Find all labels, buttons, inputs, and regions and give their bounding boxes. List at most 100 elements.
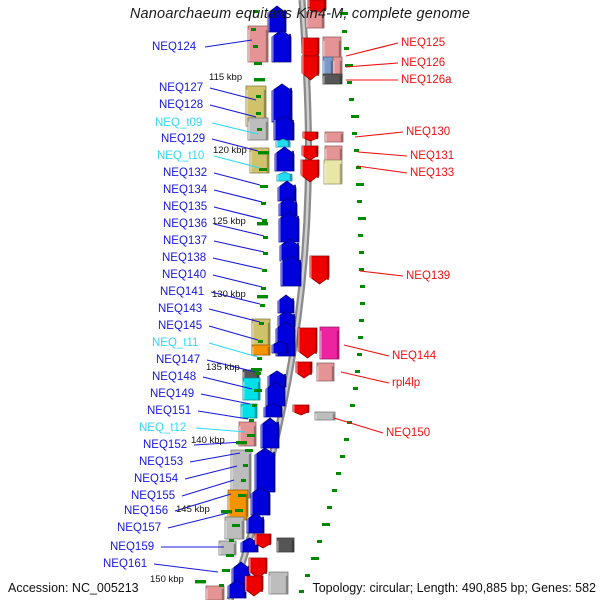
feature-body[interactable]	[278, 181, 296, 201]
gene-label-neq159[interactable]: NEQ159	[110, 541, 154, 553]
feature-body[interactable]	[317, 363, 334, 381]
feature-body[interactable]	[261, 418, 279, 448]
gene-label-neq127[interactable]: NEQ127	[159, 82, 203, 94]
feature-body[interactable]	[277, 538, 294, 552]
reverse-gene-feature[interactable]	[269, 572, 288, 594]
gene-label-neq148[interactable]: NEQ148	[152, 371, 196, 383]
gene-label-rpl4lp[interactable]: rpl4lp	[392, 377, 420, 389]
reverse-gene-feature[interactable]	[249, 558, 267, 578]
gene-label-neq126[interactable]: NEQ126	[401, 57, 445, 69]
forward-gene-feature[interactable]	[272, 30, 291, 62]
forward-gene-feature[interactable]	[219, 541, 236, 555]
gene-label-neq149[interactable]: NEQ149	[150, 388, 194, 400]
feature-body[interactable]	[248, 26, 268, 62]
gene-label-neq_t12[interactable]: NEQ_t12	[139, 422, 186, 434]
forward-gene-feature[interactable]	[225, 517, 244, 539]
reverse-gene-feature[interactable]	[323, 74, 342, 84]
forward-gene-feature[interactable]	[279, 212, 299, 242]
feature-body[interactable]	[325, 146, 342, 160]
forward-gene-feature[interactable]	[206, 586, 224, 600]
forward-gene-feature[interactable]	[275, 147, 294, 171]
feature-body[interactable]	[219, 541, 236, 555]
gene-label-neq143[interactable]: NEQ143	[158, 303, 202, 315]
gene-label-neq_t10[interactable]: NEQ_t10	[157, 150, 204, 162]
gene-label-neq134[interactable]: NEQ134	[163, 184, 207, 196]
feature-body[interactable]	[245, 576, 263, 596]
feature-body[interactable]	[247, 513, 264, 533]
gene-label-neq_t11[interactable]: NEQ_t11	[152, 337, 198, 349]
feature-body[interactable]	[275, 147, 294, 171]
gene-label-neq126a[interactable]: NEQ126a	[401, 74, 452, 86]
forward-gene-feature[interactable]	[277, 172, 292, 181]
gene-label-neq137[interactable]: NEQ137	[163, 235, 207, 247]
forward-gene-feature[interactable]	[272, 84, 292, 122]
reverse-gene-feature[interactable]	[325, 146, 342, 160]
feature-body[interactable]	[310, 256, 329, 284]
feature-body[interactable]	[281, 256, 301, 286]
feature-body[interactable]	[315, 412, 335, 420]
reverse-gene-feature[interactable]	[317, 363, 334, 381]
forward-strand-features[interactable]	[206, 6, 301, 600]
reverse-gene-feature[interactable]	[320, 327, 339, 359]
gene-label-neq161[interactable]: NEQ161	[103, 558, 147, 570]
feature-body[interactable]	[249, 558, 267, 578]
feature-body[interactable]	[323, 37, 341, 59]
feature-body[interactable]	[278, 295, 294, 313]
reverse-gene-feature[interactable]	[298, 328, 317, 358]
gene-label-neq157[interactable]: NEQ157	[117, 522, 161, 534]
feature-body[interactable]	[272, 84, 292, 122]
feature-body[interactable]	[296, 362, 312, 378]
gene-label-neq_t09[interactable]: NEQ_t09	[155, 117, 202, 129]
feature-body[interactable]	[206, 586, 224, 600]
gene-label-neq131[interactable]: NEQ131	[410, 150, 454, 162]
reverse-gene-feature[interactable]	[296, 362, 312, 378]
gene-label-neq138[interactable]: NEQ138	[162, 252, 206, 264]
forward-gene-feature[interactable]	[247, 513, 264, 533]
forward-gene-feature[interactable]	[261, 418, 279, 448]
feature-body[interactable]	[269, 572, 288, 594]
reverse-gene-feature[interactable]	[324, 160, 342, 184]
feature-body[interactable]	[302, 146, 318, 160]
reverse-gene-feature[interactable]	[315, 412, 335, 420]
feature-body[interactable]	[272, 30, 291, 62]
gene-label-neq132[interactable]: NEQ132	[163, 167, 207, 179]
gene-label-neq136[interactable]: NEQ136	[163, 218, 207, 230]
reverse-gene-feature[interactable]	[302, 146, 318, 160]
forward-gene-feature[interactable]	[248, 26, 268, 62]
reverse-gene-feature[interactable]	[310, 256, 329, 284]
gene-label-neq133[interactable]: NEQ133	[410, 167, 454, 179]
gene-label-neq139[interactable]: NEQ139	[406, 270, 450, 282]
feature-body[interactable]	[279, 212, 299, 242]
feature-body[interactable]	[320, 327, 339, 359]
gene-label-neq150[interactable]: NEQ150	[386, 427, 430, 439]
gene-label-neq141[interactable]: NEQ141	[160, 286, 204, 298]
feature-body[interactable]	[293, 405, 309, 415]
gene-label-neq156[interactable]: NEQ156	[124, 505, 168, 517]
gene-label-neq152[interactable]: NEQ152	[143, 439, 187, 451]
gene-label-neq151[interactable]: NEQ151	[147, 405, 191, 417]
reverse-gene-feature[interactable]	[245, 576, 263, 596]
gene-label-neq128[interactable]: NEQ128	[159, 99, 203, 111]
forward-gene-feature[interactable]	[281, 256, 301, 286]
feature-body[interactable]	[225, 517, 244, 539]
feature-body[interactable]	[255, 448, 275, 492]
feature-body[interactable]	[324, 160, 342, 184]
reverse-gene-feature[interactable]	[277, 538, 294, 552]
gene-label-neq125[interactable]: NEQ125	[401, 37, 445, 49]
reverse-gene-feature[interactable]	[325, 132, 343, 142]
gene-label-neq124[interactable]: NEQ124	[152, 41, 196, 53]
feature-body[interactable]	[277, 172, 292, 181]
gene-label-neq135[interactable]: NEQ135	[163, 201, 207, 213]
gene-label-neq154[interactable]: NEQ154	[134, 473, 178, 485]
feature-body[interactable]	[301, 160, 319, 182]
gene-label-neq129[interactable]: NEQ129	[161, 133, 205, 145]
feature-body[interactable]	[252, 345, 270, 355]
forward-gene-feature[interactable]	[278, 181, 296, 201]
forward-gene-feature[interactable]	[255, 448, 275, 492]
forward-gene-feature[interactable]	[278, 295, 294, 313]
gene-label-neq140[interactable]: NEQ140	[162, 269, 206, 281]
reverse-gene-feature[interactable]	[301, 160, 319, 182]
gene-label-neq153[interactable]: NEQ153	[139, 456, 183, 468]
reverse-gene-feature[interactable]	[323, 37, 341, 59]
feature-body[interactable]	[325, 132, 343, 142]
